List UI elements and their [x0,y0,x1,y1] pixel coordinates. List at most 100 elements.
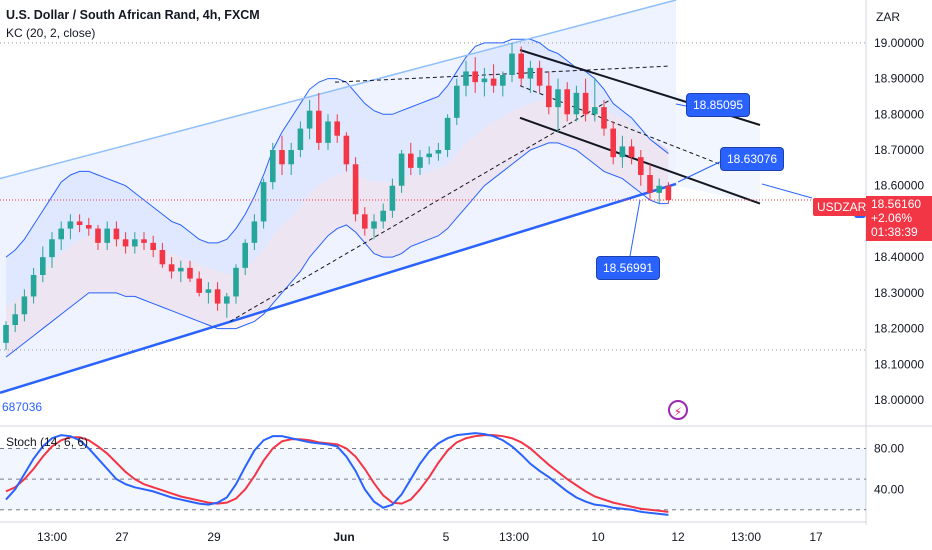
kc-upper-fill [6,39,669,308]
y-tick-label: 18.60000 [874,179,924,193]
candle [564,82,570,122]
callout-middle[interactable]: 18.63076 [720,147,785,171]
candle [178,260,184,283]
candle [21,289,28,322]
candle [619,135,626,168]
left-value-label: 687036 [2,400,43,414]
candle [601,100,607,136]
candle [270,142,276,190]
candle [58,221,64,250]
candle [49,232,55,268]
callout-upper[interactable]: 18.85095 [686,93,751,117]
candle [288,142,294,175]
candle [12,303,18,333]
y-tick-label: 18.00000 [874,393,924,407]
candle [417,150,423,175]
x-tick-label: 13:00 [499,530,529,544]
candle [214,282,221,311]
callout-upper-connector [675,103,687,107]
candle [40,246,46,283]
candle [352,157,359,222]
candle [435,142,442,161]
candle [665,182,672,204]
candle [196,271,202,297]
candle [573,85,580,122]
x-tick-label: 13:00 [731,530,761,544]
y-tick-label: 18.10000 [874,357,924,371]
candle [628,139,635,165]
candle [205,282,212,304]
currency-label[interactable]: ZAR [876,10,900,24]
y-tick-label: 18.80000 [874,107,924,121]
candle [86,217,92,236]
stoch-d-line [5,434,669,513]
y-tick-label: 19.00000 [874,36,924,50]
x-tick-label: 12 [671,530,685,544]
callout-middle-connector [677,159,725,183]
lightning-bolt-icon[interactable]: ⚡ [668,400,688,420]
candle [306,100,313,140]
projection-fill [676,92,760,204]
candle [104,221,110,250]
candle [610,121,616,165]
candle [316,92,322,150]
candle [113,221,120,247]
candle [518,46,524,86]
channel-lower-line[interactable] [0,182,677,395]
x-tick-label: 5 [443,530,450,544]
candle [546,71,552,115]
indicator-label[interactable]: KC (20, 2, close) [6,26,96,40]
candle [122,232,129,254]
candle [500,71,506,97]
dashed-trend-line[interactable] [229,99,611,322]
x-tick-label: 10 [591,530,605,544]
callout-lower[interactable]: 18.56991 [596,256,661,280]
kc-lower-line [5,142,669,358]
y-tick-label: 18.70000 [874,143,924,157]
x-tick-label: 29 [207,530,221,544]
candle [481,67,488,97]
candle [279,135,285,175]
channel-upper-line[interactable] [0,0,677,180]
candle [362,207,368,236]
last-price-tag: 18.56160 +2.06% 01:38:39 [866,196,932,241]
candle [95,225,101,250]
candle [398,150,405,193]
candle [638,150,644,186]
candle [444,114,451,158]
candle [297,121,304,158]
candle [3,321,9,350]
candle [454,78,460,125]
candle [159,242,166,268]
candle [76,214,83,233]
candle [490,64,497,93]
candle [536,60,543,93]
y-tick-label: 18.90000 [874,72,924,86]
y-tick-label: 18.30000 [874,286,924,300]
candle [187,260,193,283]
stoch-label[interactable]: Stoch (14, 6, 6) [6,435,89,449]
y-tick-label: 18.20000 [874,322,924,336]
candle [408,142,414,175]
descending-mid-line[interactable] [519,85,721,165]
candle [260,178,267,229]
candle [141,232,147,250]
candle [380,203,386,229]
candle [343,132,350,172]
symbol-connector [761,183,813,199]
candle [30,267,37,304]
candle [389,178,396,218]
symbol-tag: USDZAR [813,198,871,216]
candle [325,114,331,150]
candle [647,164,653,200]
price-change: +2.06% [871,211,913,225]
candle [463,60,469,97]
candle [592,78,598,122]
channel-fill [0,0,676,393]
candle [150,235,156,258]
candle [242,239,248,275]
candle [67,214,74,240]
x-tick-label: Jun [333,530,354,544]
candle [656,178,662,204]
